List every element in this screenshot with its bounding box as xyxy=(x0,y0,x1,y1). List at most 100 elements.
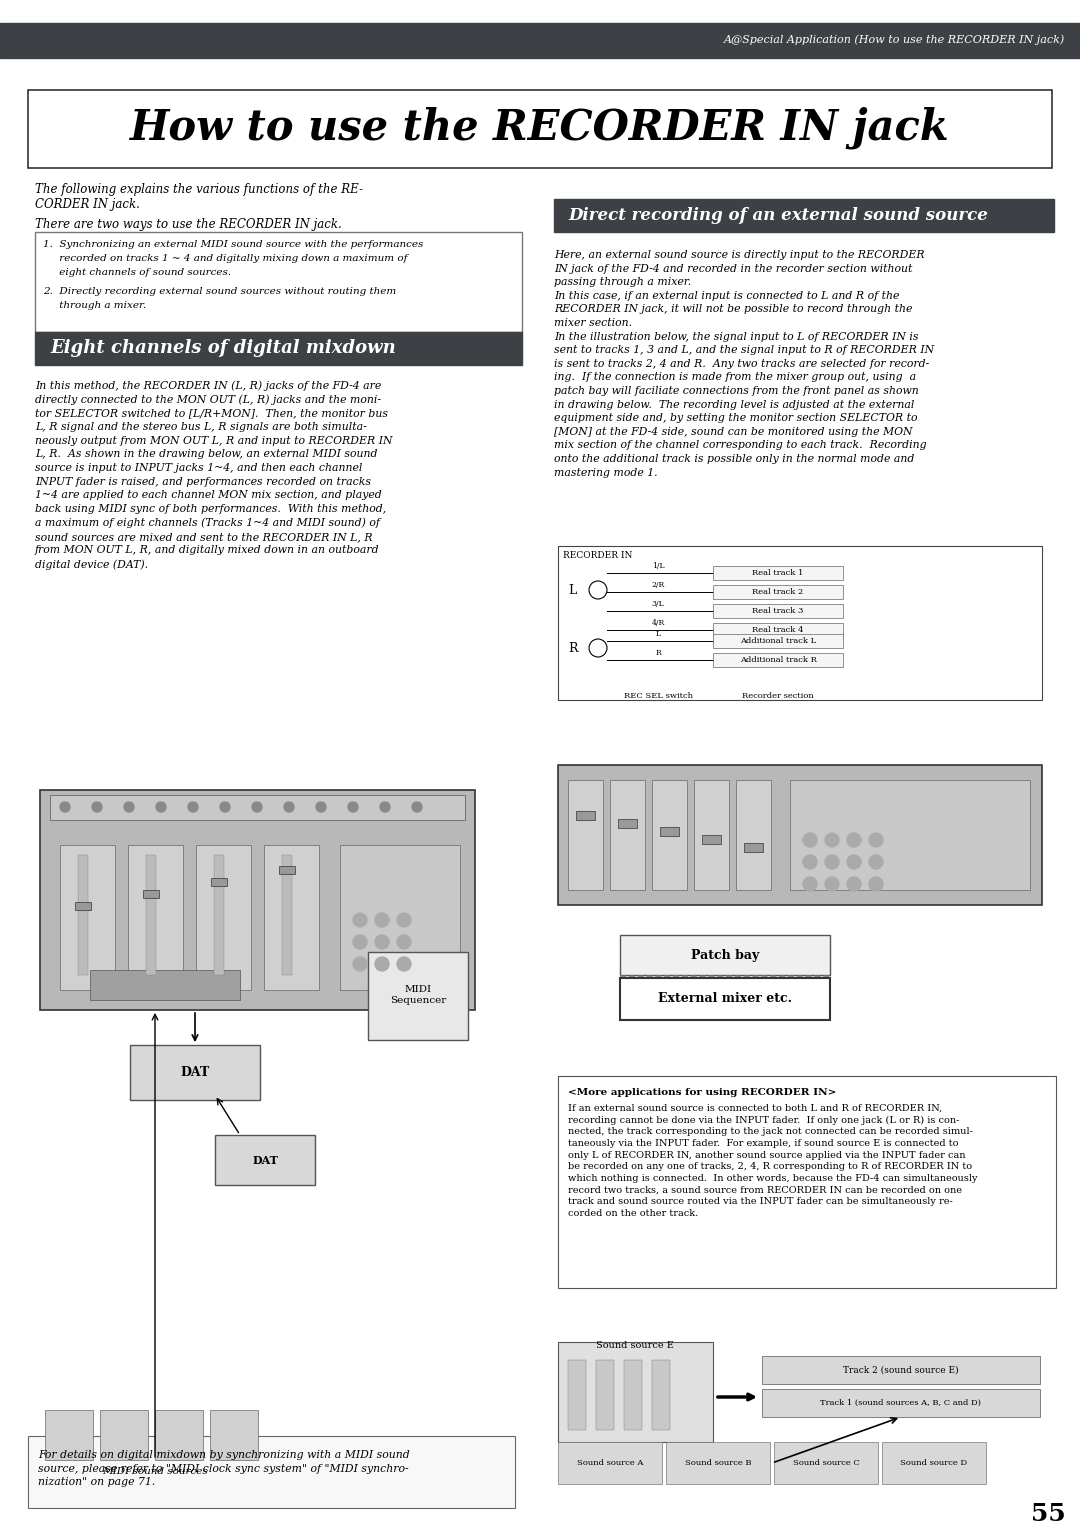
Circle shape xyxy=(124,802,134,811)
Text: Track 2 (sound source E): Track 2 (sound source E) xyxy=(843,1366,959,1375)
Bar xyxy=(45,1410,93,1459)
Bar xyxy=(90,970,240,999)
Text: Additional track R: Additional track R xyxy=(740,656,816,665)
Bar xyxy=(215,1135,315,1186)
Text: R: R xyxy=(568,642,578,654)
Text: MIDI
Sequencer: MIDI Sequencer xyxy=(390,986,446,1005)
Circle shape xyxy=(380,802,390,811)
Circle shape xyxy=(92,802,102,811)
Text: Real track 2: Real track 2 xyxy=(753,588,804,596)
Text: <More applications for using RECORDER IN>: <More applications for using RECORDER IN… xyxy=(568,1088,836,1097)
Circle shape xyxy=(156,802,166,811)
Circle shape xyxy=(353,935,367,949)
Text: 1/L: 1/L xyxy=(651,562,664,570)
Bar xyxy=(143,889,159,898)
Circle shape xyxy=(411,802,422,811)
Text: Sound source D: Sound source D xyxy=(901,1459,968,1467)
Text: Real track 4: Real track 4 xyxy=(753,626,804,634)
Bar xyxy=(620,978,831,1021)
Bar xyxy=(762,1389,1040,1416)
Bar xyxy=(40,790,475,1010)
Bar xyxy=(624,1360,642,1430)
Bar xyxy=(264,845,319,990)
Bar xyxy=(713,634,843,648)
Text: 3/L: 3/L xyxy=(651,601,664,608)
Bar xyxy=(762,1355,1040,1384)
Circle shape xyxy=(284,802,294,811)
Bar xyxy=(652,779,687,889)
Text: 1.  Synchronizing an external MIDI sound source with the performances: 1. Synchronizing an external MIDI sound … xyxy=(43,240,423,249)
Bar xyxy=(568,779,603,889)
Bar xyxy=(558,1342,713,1442)
Text: eight channels of sound sources.: eight channels of sound sources. xyxy=(43,267,231,277)
Circle shape xyxy=(353,914,367,927)
Bar xyxy=(713,652,843,668)
Text: Additional track L: Additional track L xyxy=(740,637,816,645)
Bar xyxy=(713,604,843,617)
Text: REC SEL switch: REC SEL switch xyxy=(623,692,692,700)
Bar xyxy=(735,779,771,889)
Bar xyxy=(558,766,1042,905)
Text: Eight channels of digital mixdown: Eight channels of digital mixdown xyxy=(50,339,395,358)
Text: Direct recording of an external sound source: Direct recording of an external sound so… xyxy=(568,206,988,223)
Circle shape xyxy=(375,957,389,970)
Bar xyxy=(211,879,227,886)
Text: Real track 3: Real track 3 xyxy=(753,607,804,614)
Text: MIDI sound sources: MIDI sound sources xyxy=(103,1467,207,1476)
Bar xyxy=(130,1045,260,1100)
Circle shape xyxy=(252,802,262,811)
Bar xyxy=(713,565,843,581)
Bar xyxy=(666,1442,770,1484)
Circle shape xyxy=(869,877,883,891)
Bar xyxy=(100,1410,148,1459)
Circle shape xyxy=(825,833,839,847)
Text: If an external sound source is connected to both L and R of RECORDER IN,
recordi: If an external sound source is connected… xyxy=(568,1105,977,1218)
Text: How to use the RECORDER IN jack: How to use the RECORDER IN jack xyxy=(130,107,950,150)
Bar xyxy=(620,935,831,975)
Text: Track 1 (sound sources A, B, C and D): Track 1 (sound sources A, B, C and D) xyxy=(821,1400,982,1407)
Circle shape xyxy=(847,856,861,869)
Bar xyxy=(279,866,295,874)
Text: There are two ways to use the RECORDER IN jack.: There are two ways to use the RECORDER I… xyxy=(35,219,341,231)
Bar xyxy=(702,834,721,843)
Bar xyxy=(554,199,1054,232)
Text: 4/R: 4/R xyxy=(651,619,664,626)
Circle shape xyxy=(60,802,70,811)
Bar xyxy=(744,843,762,853)
Bar xyxy=(129,845,183,990)
Bar xyxy=(568,1360,586,1430)
Circle shape xyxy=(397,957,411,970)
Bar xyxy=(0,23,1080,58)
Circle shape xyxy=(825,856,839,869)
Circle shape xyxy=(869,833,883,847)
Text: L: L xyxy=(656,630,661,639)
Text: Sound source A: Sound source A xyxy=(577,1459,644,1467)
Bar xyxy=(60,845,114,990)
Bar xyxy=(713,623,843,637)
Circle shape xyxy=(825,877,839,891)
Bar xyxy=(35,232,522,332)
Circle shape xyxy=(397,914,411,927)
Text: Patch bay: Patch bay xyxy=(691,949,759,961)
Bar xyxy=(146,856,156,975)
Bar xyxy=(75,902,91,911)
FancyBboxPatch shape xyxy=(28,90,1052,168)
Bar xyxy=(774,1442,878,1484)
Circle shape xyxy=(804,877,816,891)
Bar xyxy=(789,779,1030,889)
Bar xyxy=(368,952,468,1041)
Bar xyxy=(576,811,595,821)
Circle shape xyxy=(847,877,861,891)
Text: through a mixer.: through a mixer. xyxy=(43,301,146,310)
Text: R: R xyxy=(656,649,661,657)
Bar xyxy=(195,845,251,990)
Text: 2.  Directly recording external sound sources without routing them: 2. Directly recording external sound sou… xyxy=(43,287,396,296)
Text: recorded on tracks 1 ~ 4 and digitally mixing down a maximum of: recorded on tracks 1 ~ 4 and digitally m… xyxy=(43,254,407,263)
Text: Real track 1: Real track 1 xyxy=(753,568,804,578)
Circle shape xyxy=(348,802,357,811)
Bar xyxy=(35,332,522,365)
Text: DAT: DAT xyxy=(252,1155,278,1166)
Bar xyxy=(610,779,645,889)
Bar xyxy=(694,779,729,889)
Bar xyxy=(882,1442,986,1484)
